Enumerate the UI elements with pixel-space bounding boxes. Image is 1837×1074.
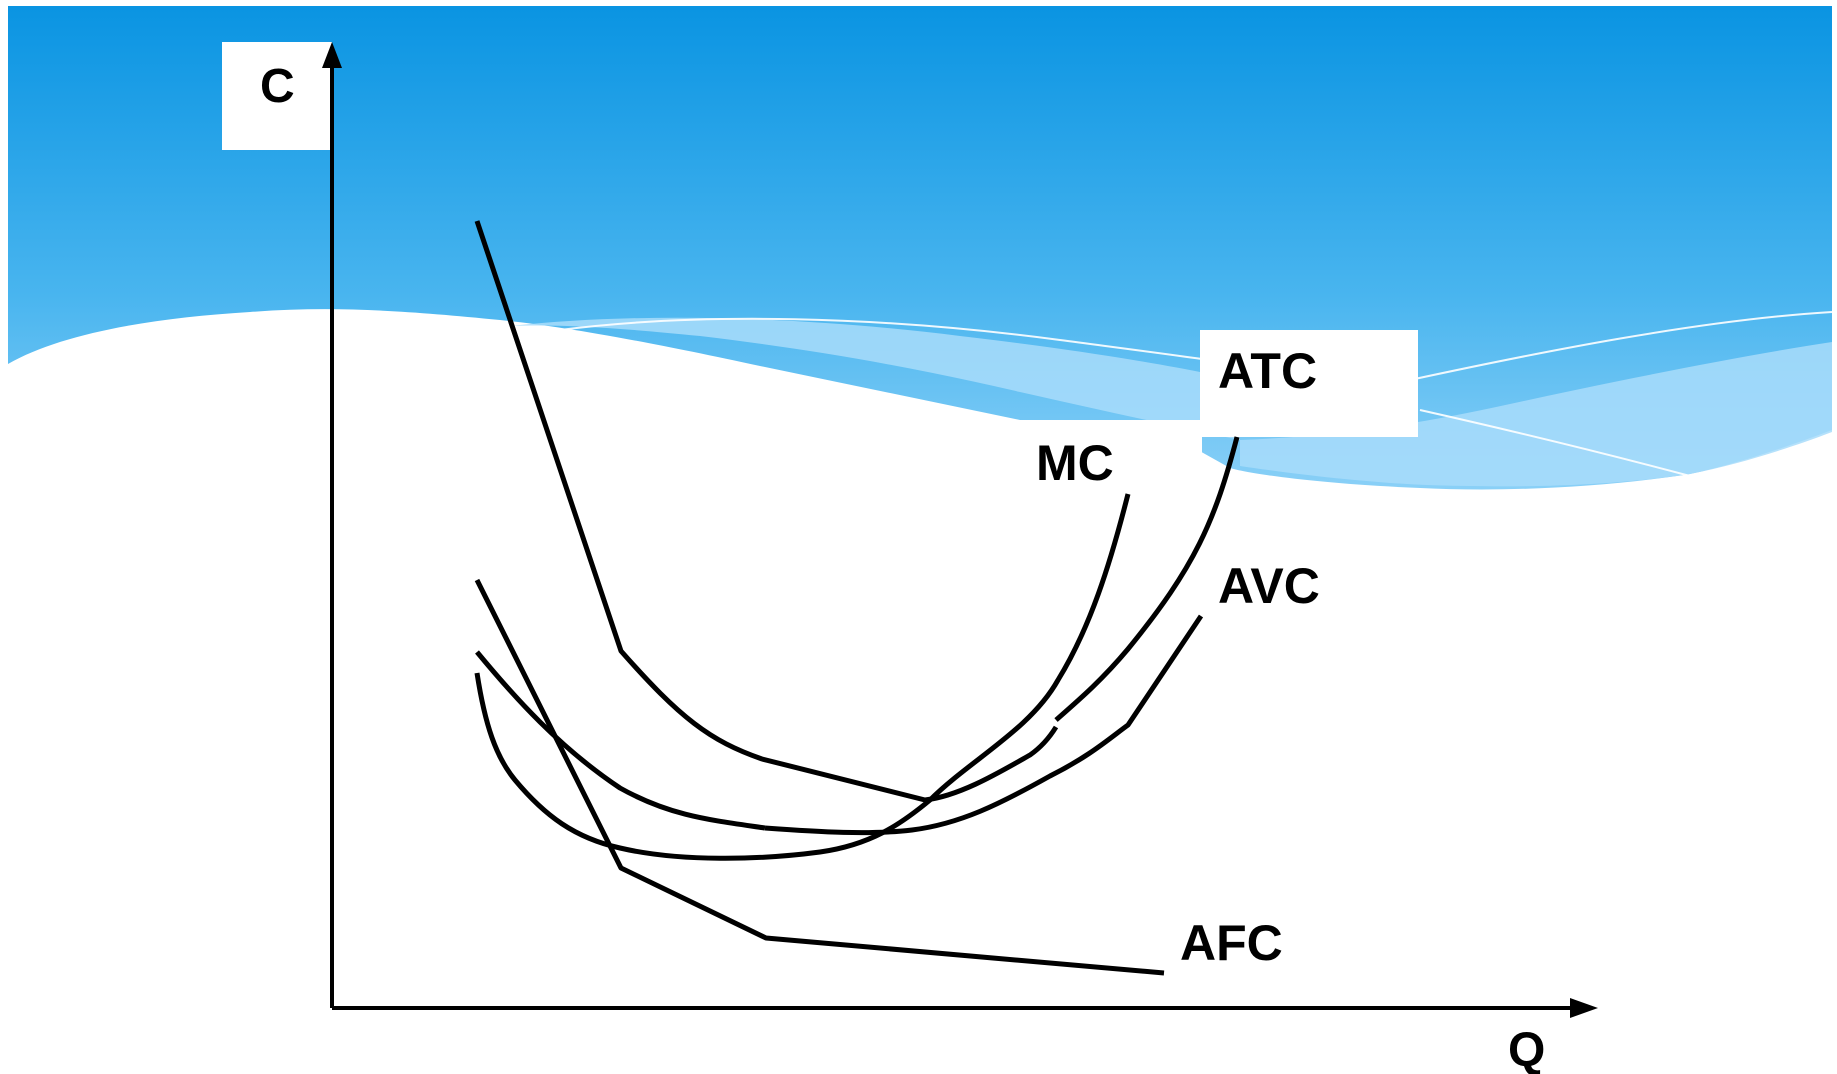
y-axis-label: C — [260, 60, 295, 113]
x-axis-label: Q — [1508, 1024, 1545, 1074]
mc-label-box — [1018, 420, 1202, 480]
x-axis-arrow — [1570, 998, 1598, 1018]
lower-u-curve — [474, 493, 1131, 861]
afc-curve — [474, 578, 1165, 976]
mc-curve — [475, 650, 766, 831]
wave-line-lower — [1419, 409, 1691, 477]
atc-label: ATC — [1218, 343, 1317, 399]
avc-curve — [764, 614, 1204, 836]
atc-curve — [1054, 436, 1240, 722]
atc-label-box — [1200, 330, 1418, 437]
afc-label: AFC — [1180, 915, 1283, 971]
avc-label: AVC — [1218, 558, 1320, 614]
wave-band — [510, 317, 1832, 487]
steep-curve — [474, 220, 1059, 803]
wave-line-right — [1409, 311, 1833, 381]
y-label-box — [222, 42, 332, 150]
mc-label: MC — [1036, 435, 1114, 491]
curves — [474, 220, 1240, 976]
y-axis-arrow — [322, 42, 342, 68]
axes — [322, 42, 1598, 1018]
